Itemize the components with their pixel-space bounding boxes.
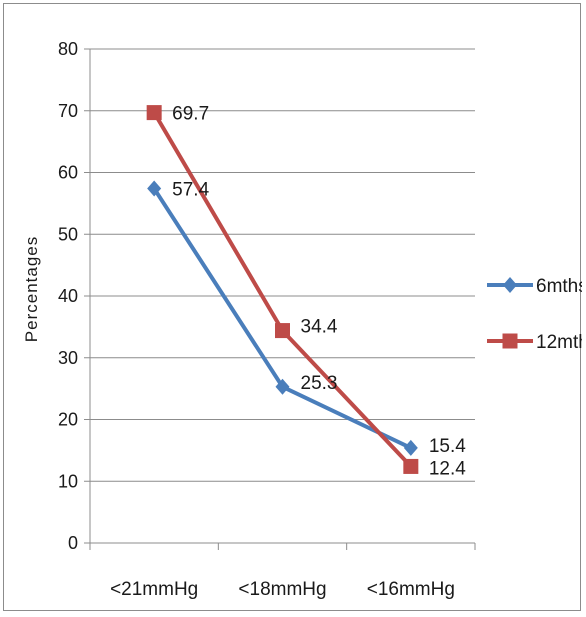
line-chart: 0 10 20 30 40 50 60 70 80 <21mmHg <18mmHg <16mmHg P… [22,39,586,600]
data-point-diamond [147,180,162,197]
data-point-square [403,458,419,474]
series-line-6mths [152,187,412,450]
data-label: 12.4 [429,458,466,479]
x-category-label: <18mmHg [238,579,326,600]
series-line-12mths [152,111,413,468]
y-tick-label: 40 [58,286,78,306]
x-category-label: <21mmHg [110,579,198,600]
data-label: 15.4 [429,436,466,457]
legend-marker-12mths [502,333,518,349]
x-category-label: <16mmHg [367,579,455,600]
data-label: 69.7 [172,104,209,125]
y-tick-label: 0 [68,533,78,553]
data-label: 34.4 [301,317,338,338]
y-tick-label: 20 [58,410,78,430]
data-label: 57.4 [172,180,209,201]
y-tick-label: 50 [58,224,78,244]
legend-marker-6mths [503,277,517,293]
data-point-square [275,323,290,339]
data-label: 25.3 [301,373,338,394]
chart-frame: 0 10 20 30 40 50 60 70 80 <21mmHg <18mmHg <16mmHg P… [3,3,586,611]
y-tick-label: 70 [58,101,78,121]
y-tick-label: 60 [58,163,78,183]
y-axis-label: Percentages [22,236,41,342]
data-point-diamond [275,378,290,395]
data-point-diamond [403,439,418,456]
legend-label: 12mths [536,332,582,353]
legend-label: 6mths [536,276,582,297]
y-tick-label: 30 [58,348,78,368]
data-point-square [146,105,162,121]
y-tick-label: 80 [58,39,78,59]
y-tick-label: 10 [58,471,78,491]
